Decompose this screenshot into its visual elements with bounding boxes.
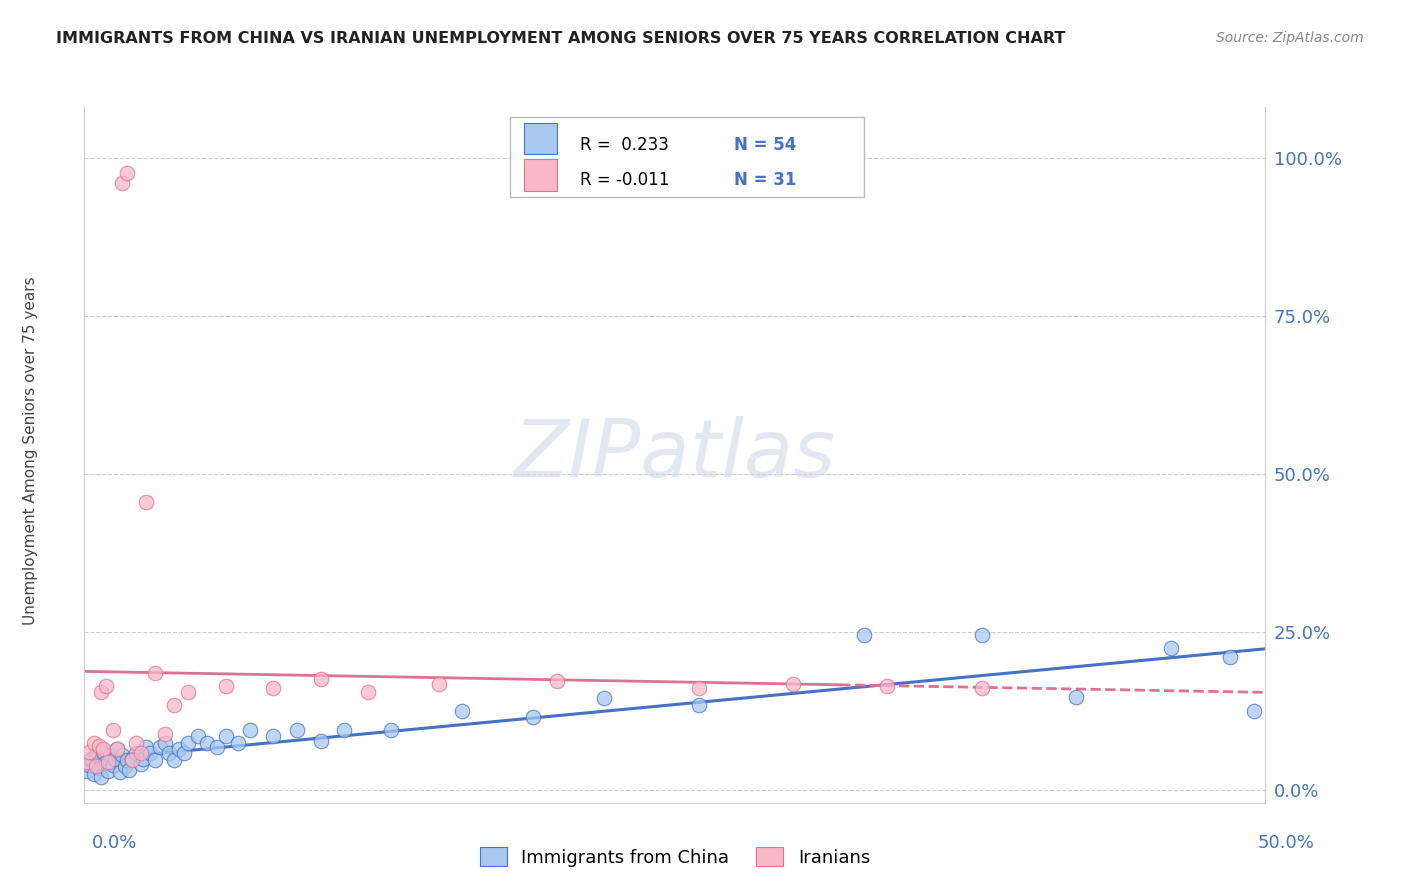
Point bbox=[118, 763, 141, 777]
Text: 50.0%: 50.0% bbox=[1258, 834, 1315, 852]
Text: IMMIGRANTS FROM CHINA VS IRANIAN UNEMPLOYMENT AMONG SENIORS OVER 75 YEARS CORREL: IMMIGRANTS FROM CHINA VS IRANIAN UNEMPLO… bbox=[56, 31, 1066, 46]
Point bbox=[76, 755, 98, 769]
Point bbox=[262, 681, 284, 695]
Point bbox=[115, 166, 138, 180]
Point bbox=[77, 757, 100, 772]
Point bbox=[114, 759, 136, 773]
Point bbox=[107, 742, 129, 756]
Point bbox=[309, 734, 332, 748]
Point bbox=[143, 666, 166, 681]
Point bbox=[157, 747, 180, 761]
FancyBboxPatch shape bbox=[523, 160, 557, 191]
Point bbox=[163, 698, 186, 712]
Point bbox=[91, 745, 114, 759]
Point bbox=[107, 742, 129, 756]
Point bbox=[83, 767, 105, 781]
Point bbox=[97, 764, 120, 779]
Point bbox=[91, 742, 114, 756]
Point bbox=[215, 679, 238, 693]
Point bbox=[522, 710, 544, 724]
Point bbox=[90, 771, 112, 785]
Point bbox=[177, 736, 200, 750]
Point bbox=[94, 755, 117, 769]
Point bbox=[77, 745, 100, 759]
Point bbox=[139, 747, 162, 761]
Point bbox=[129, 747, 152, 761]
Point bbox=[153, 736, 176, 750]
Point bbox=[451, 704, 474, 718]
Point bbox=[76, 764, 98, 779]
Point bbox=[239, 723, 262, 737]
Point bbox=[84, 759, 107, 773]
Point bbox=[83, 736, 105, 750]
Point bbox=[129, 756, 152, 771]
Legend: Immigrants from China, Iranians: Immigrants from China, Iranians bbox=[472, 840, 877, 874]
Text: 0.0%: 0.0% bbox=[91, 834, 136, 852]
Point bbox=[163, 753, 186, 767]
Point bbox=[782, 677, 804, 691]
Point bbox=[688, 681, 710, 695]
Text: R =  0.233: R = 0.233 bbox=[581, 136, 669, 154]
Text: N = 31: N = 31 bbox=[734, 171, 796, 189]
Point bbox=[104, 751, 127, 765]
Point bbox=[1160, 640, 1182, 655]
Point bbox=[153, 727, 176, 741]
Point bbox=[84, 748, 107, 763]
Point bbox=[177, 685, 200, 699]
Text: Unemployment Among Seniors over 75 years: Unemployment Among Seniors over 75 years bbox=[24, 277, 38, 624]
Point bbox=[357, 685, 380, 699]
Point bbox=[111, 176, 134, 190]
Point bbox=[876, 679, 898, 693]
Point bbox=[195, 736, 218, 750]
Point bbox=[309, 673, 332, 687]
Point bbox=[593, 691, 616, 706]
Point bbox=[135, 495, 157, 509]
FancyBboxPatch shape bbox=[523, 123, 557, 154]
Point bbox=[215, 730, 238, 744]
Point bbox=[427, 677, 450, 691]
Text: Source: ZipAtlas.com: Source: ZipAtlas.com bbox=[1216, 31, 1364, 45]
Text: ZIPatlas: ZIPatlas bbox=[513, 416, 837, 494]
Text: R = -0.011: R = -0.011 bbox=[581, 171, 669, 189]
Point bbox=[97, 755, 120, 769]
Point bbox=[205, 740, 228, 755]
Point bbox=[333, 723, 356, 737]
Point bbox=[380, 723, 402, 737]
Point bbox=[125, 736, 148, 750]
Point bbox=[688, 698, 710, 712]
Point bbox=[87, 761, 110, 775]
Point bbox=[101, 757, 124, 772]
Point bbox=[852, 628, 875, 642]
Point bbox=[226, 736, 249, 750]
Point bbox=[125, 747, 148, 761]
Point bbox=[111, 748, 134, 763]
Point bbox=[115, 753, 138, 767]
Point bbox=[970, 628, 993, 642]
Point bbox=[167, 742, 190, 756]
Point bbox=[98, 748, 121, 763]
Point bbox=[1219, 650, 1241, 665]
Point bbox=[546, 674, 568, 689]
Point bbox=[121, 753, 143, 767]
Point bbox=[143, 753, 166, 767]
Point bbox=[121, 751, 143, 765]
Point bbox=[87, 739, 110, 753]
Point bbox=[149, 740, 172, 755]
Point bbox=[80, 751, 103, 765]
Point bbox=[173, 747, 195, 761]
Point bbox=[132, 751, 155, 765]
Point bbox=[108, 765, 131, 780]
FancyBboxPatch shape bbox=[509, 118, 863, 197]
Point bbox=[90, 685, 112, 699]
Point bbox=[1066, 690, 1088, 704]
Point bbox=[187, 730, 209, 744]
Point bbox=[970, 681, 993, 695]
Point bbox=[101, 723, 124, 737]
Point bbox=[94, 679, 117, 693]
Point bbox=[135, 740, 157, 755]
Point bbox=[262, 730, 284, 744]
Point bbox=[285, 723, 308, 737]
Point bbox=[1243, 704, 1265, 718]
Text: N = 54: N = 54 bbox=[734, 136, 796, 154]
